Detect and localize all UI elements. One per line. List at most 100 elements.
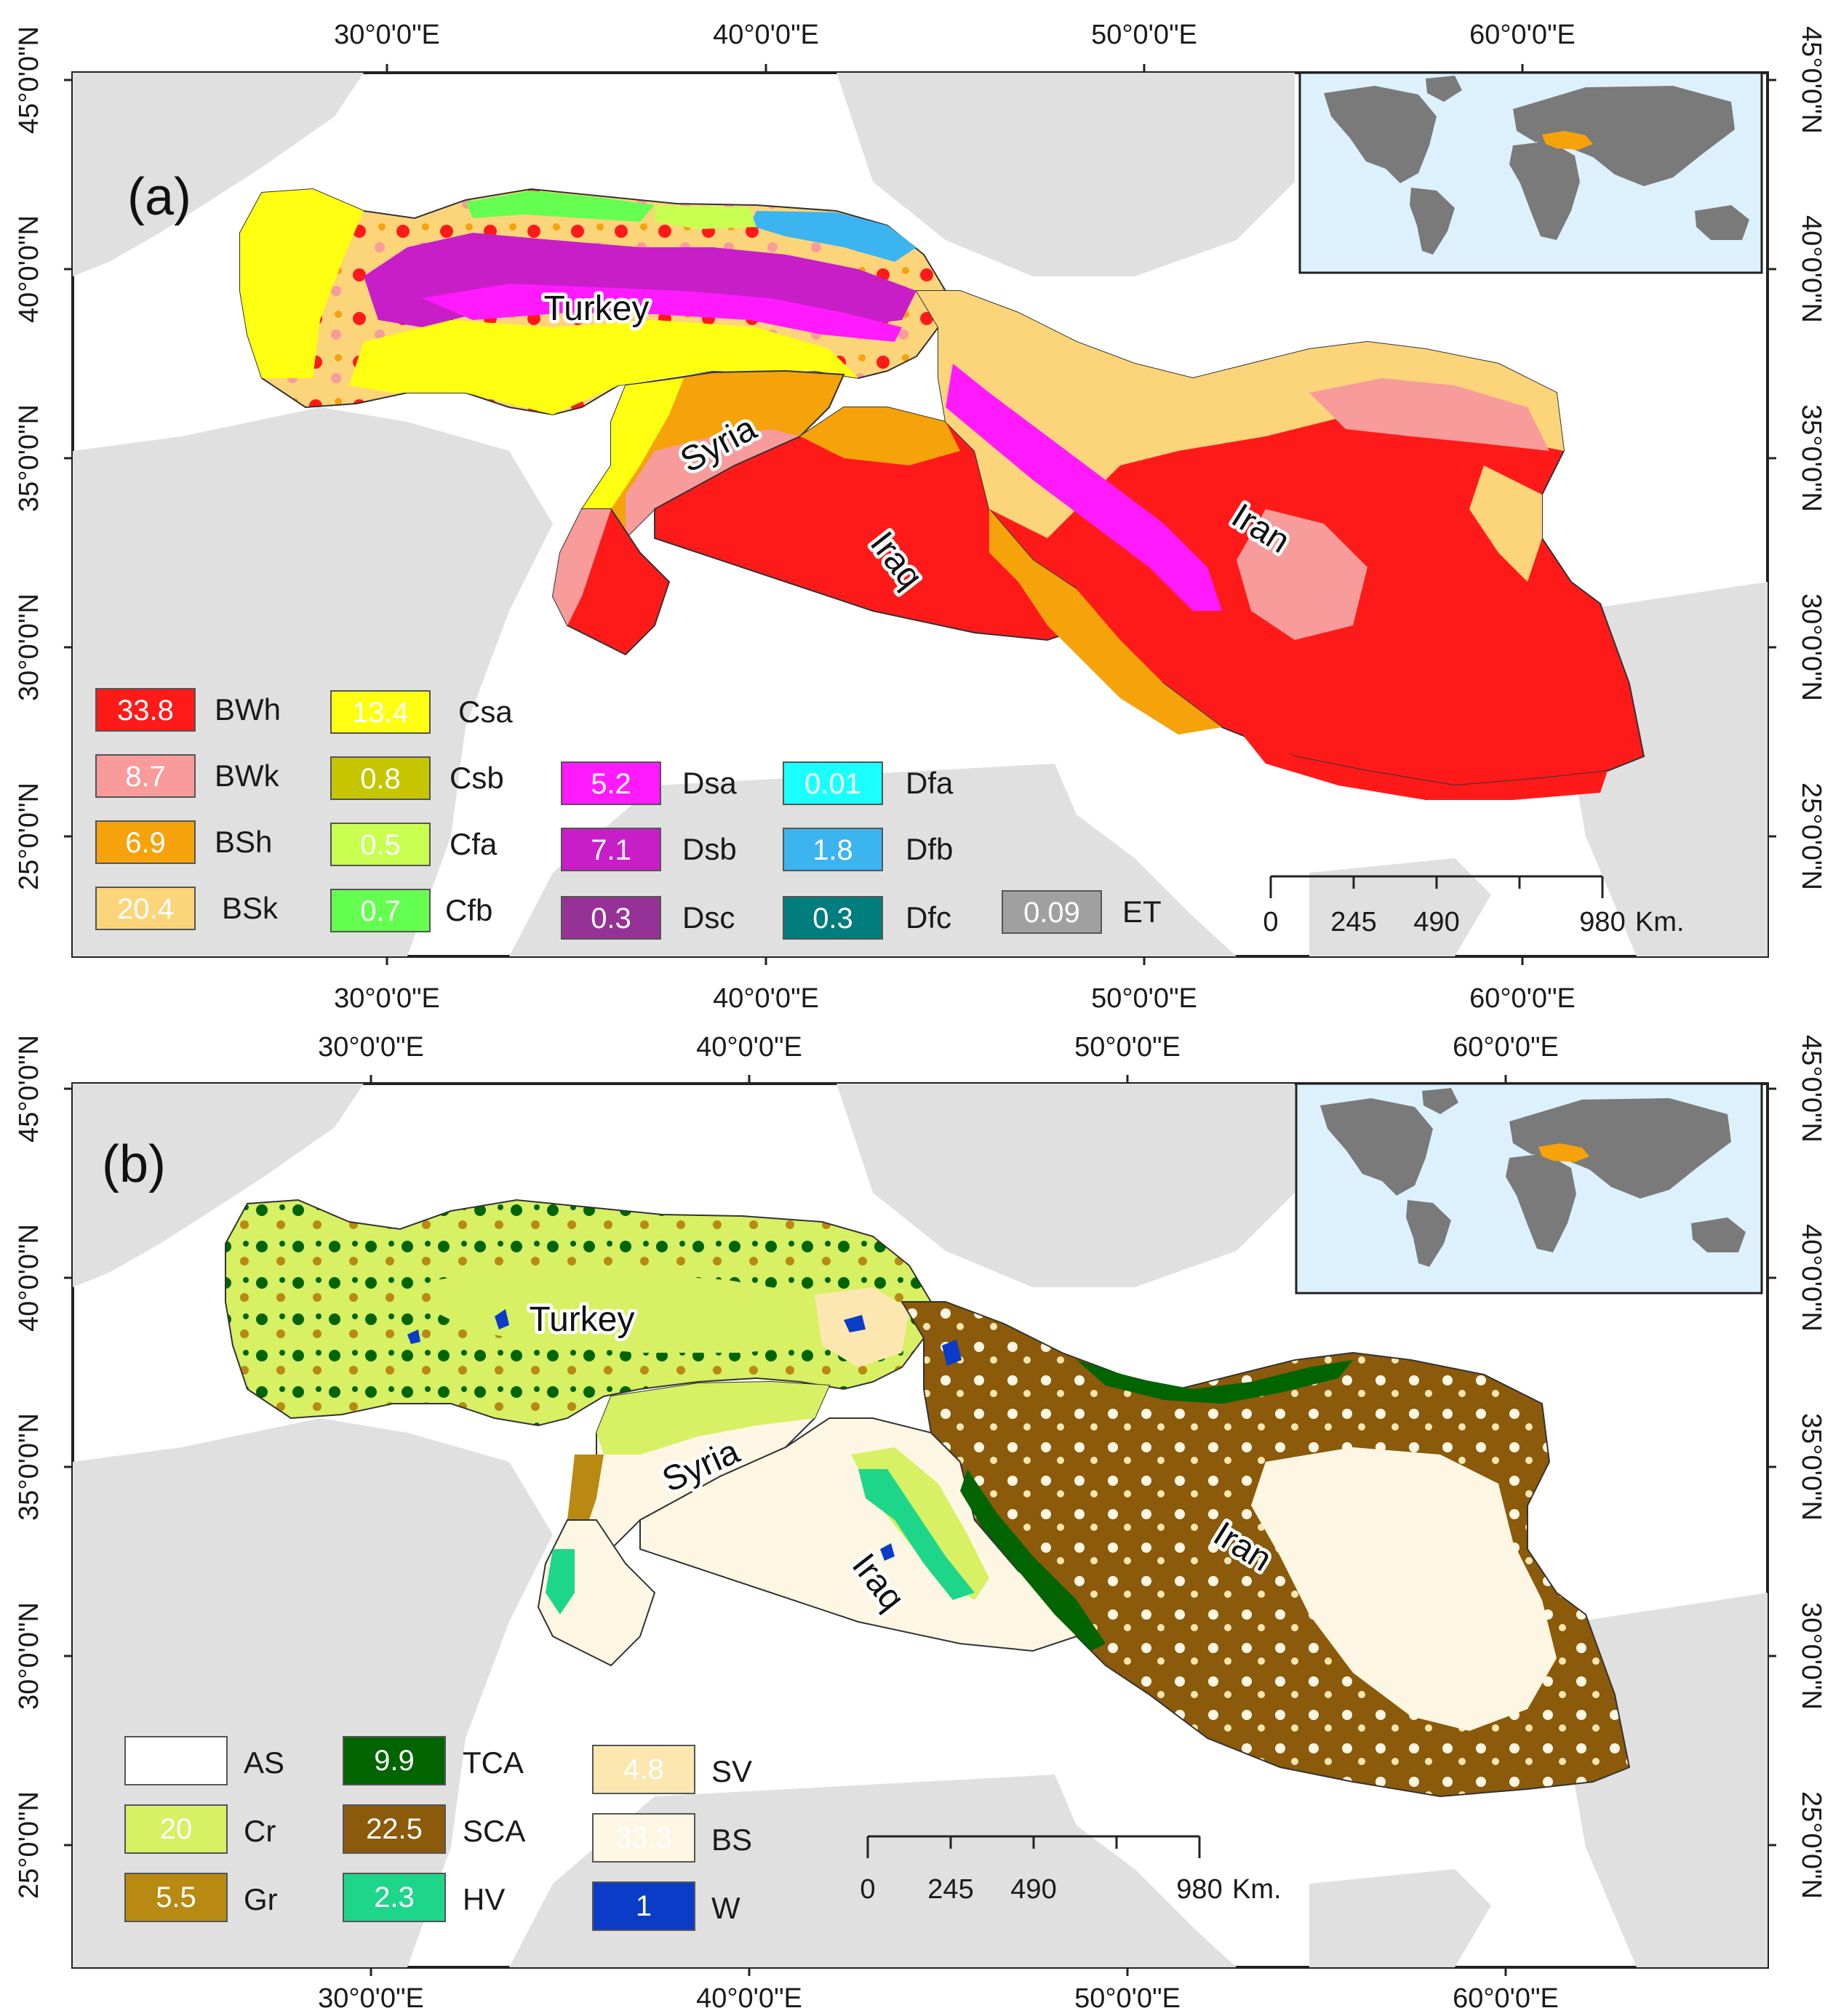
- turkey-central-csa-a: [349, 320, 858, 415]
- svg-text:4.8: 4.8: [623, 1753, 664, 1785]
- lat-right-tick-a-35n: 35°0'0"N: [1796, 404, 1826, 512]
- svg-text:0.7: 0.7: [360, 895, 401, 927]
- syria-cr-north-b: [596, 1382, 829, 1455]
- scale-tick-0-b: 0: [860, 1874, 875, 1905]
- svg-text:0.3: 0.3: [591, 903, 631, 935]
- lon-top-tick-b-60e: 60°0'0"E: [1453, 1032, 1559, 1063]
- scale-tick-980-a: 980: [1579, 907, 1625, 937]
- iran-tca-north-b: [1077, 1360, 1353, 1404]
- svg-text:Cfa: Cfa: [450, 827, 498, 861]
- svg-text:13.4: 13.4: [352, 697, 409, 729]
- syria-bwk-a: [626, 429, 800, 538]
- iran-bwk-center-a: [1237, 509, 1367, 640]
- lon-top-tick-a-50e: 50°0'0"E: [1091, 20, 1197, 50]
- panel-b: Turkey Syria Iraq Iran (b) 0.6 AS: [14, 1032, 1826, 2014]
- lon-bottom-tick-b-30e: 30°0'0"E: [318, 1983, 424, 2014]
- lon-top-tick-a-30e: 30°0'0"E: [334, 20, 440, 50]
- svg-text:20.4: 20.4: [117, 893, 174, 925]
- svg-text:TCA: TCA: [463, 1745, 524, 1780]
- svg-text:Dsc: Dsc: [682, 900, 735, 935]
- scale-tick-490-a: 490: [1413, 907, 1459, 937]
- lon-top-tick-a-60e: 60°0'0"E: [1469, 20, 1576, 50]
- legend-item-csb: 0.8 Csb: [330, 756, 504, 800]
- turkey-lake-tuz-b: [495, 1309, 509, 1329]
- panel-tag-b: (b): [102, 1135, 166, 1193]
- lat-right-tick-b-25n: 25°0'0"N: [1796, 1791, 1826, 1899]
- inset-world-map-b: [1295, 1082, 1763, 1295]
- panel-tag-a: (a): [127, 168, 191, 226]
- svg-text:33.3: 33.3: [615, 1822, 672, 1854]
- inset-study-area-a: [1542, 131, 1593, 150]
- svg-text:Cr: Cr: [244, 1814, 276, 1848]
- lat-right-tick-b-40n: 40°0'0"N: [1796, 1224, 1826, 1332]
- iran-gulf-coast-a: [1237, 727, 1608, 800]
- scale-tick-245-a: 245: [1330, 907, 1376, 937]
- legend-item-et: 0.09 ET: [1002, 890, 1162, 934]
- turkey-dsa-a: [422, 284, 902, 342]
- lat-right-tick-a-25n: 25°0'0"N: [1796, 783, 1826, 890]
- syria-west-csa-a: [582, 378, 684, 509]
- lat-right-tick-b-45n: 45°0'0"N: [1796, 1035, 1826, 1143]
- svg-text:W: W: [711, 1891, 740, 1925]
- svg-text:AS: AS: [244, 1745, 284, 1780]
- legend-item-sv: 4.8 SV: [592, 1745, 752, 1794]
- legend-b: 0.6 AS 20 Cr 5.5 Gr 9.9 TCA 22.5 SCA: [124, 1736, 752, 1931]
- turkey-cfa-a: [655, 205, 756, 229]
- svg-text:Dfa: Dfa: [906, 766, 954, 800]
- panel-a: Turkey Syria Iraq Iran (a) 33.8 BWh: [14, 20, 1826, 1014]
- turkey-lake-van-b: [844, 1315, 866, 1332]
- legend-item-w: 1 W: [592, 1881, 740, 1931]
- lat-left-tick-a-35n: 35°0'0"N: [14, 404, 44, 512]
- svg-text:Dfc: Dfc: [906, 900, 951, 935]
- turkey-interior-cr-b: [429, 1265, 858, 1353]
- lat-right-tick-a-45n: 45°0'0"N: [1796, 26, 1826, 134]
- svg-text:20: 20: [160, 1813, 193, 1845]
- scale-bar-a: [1269, 875, 1604, 898]
- lon-bottom-tick-b-50e: 50°0'0"E: [1074, 1983, 1181, 2014]
- svg-text:0.6: 0.6: [156, 1745, 196, 1777]
- legend-item-tca: 9.9 TCA: [343, 1736, 524, 1785]
- scale-tick-0-a: 0: [1263, 907, 1278, 937]
- svg-text:5.2: 5.2: [591, 768, 631, 800]
- svg-text:7.1: 7.1: [591, 834, 631, 866]
- legend-item-bwk: 8.7 BWk: [95, 754, 280, 798]
- legend-item-cfb: 0.7 Cfb: [330, 889, 492, 932]
- svg-text:22.5: 22.5: [366, 1813, 423, 1845]
- country-label-turkey-b: Turkey: [530, 1300, 635, 1339]
- svg-text:1: 1: [636, 1890, 652, 1922]
- scale-bar-b: [866, 1835, 1201, 1858]
- legend-item-bsk: 20.4 BSk: [95, 887, 279, 930]
- svg-text:6.9: 6.9: [125, 827, 166, 859]
- svg-text:Cfb: Cfb: [445, 893, 492, 927]
- legend-item-dfc: 0.3 Dfc: [783, 896, 951, 940]
- legend-item-hv: 2.3 HV: [343, 1873, 505, 1922]
- legend-item-cfa: 0.5 Cfa: [330, 823, 498, 866]
- turkey-dfb-a: [749, 211, 916, 262]
- frame-ticks-a: [64, 64, 1776, 965]
- svg-text:Dsb: Dsb: [682, 832, 737, 866]
- inset-continents-b: [1320, 1088, 1746, 1267]
- svg-text:33.8: 33.8: [117, 695, 174, 727]
- scale-tick-980-b: 980: [1176, 1874, 1222, 1905]
- svg-text:Dfb: Dfb: [906, 832, 953, 866]
- svg-text:SCA: SCA: [463, 1814, 525, 1848]
- lat-right-tick-a-30n: 30°0'0"N: [1796, 593, 1826, 701]
- lon-bottom-tick-b-60e: 60°0'0"E: [1453, 1983, 1559, 2014]
- iran-interior-bs-b: [1251, 1447, 1557, 1731]
- turkey-west-yellow-a: [240, 189, 364, 378]
- iran-dsa-band-a: [946, 364, 1222, 611]
- lon-bottom-tick-a-40e: 40°0'0"E: [713, 983, 819, 1014]
- svg-text:Csb: Csb: [450, 761, 504, 795]
- lon-bottom-tick-a-30e: 30°0'0"E: [334, 983, 440, 1014]
- lon-bottom-tick-a-60e: 60°0'0"E: [1469, 983, 1576, 1014]
- legend-item-gr: 5.5 Gr: [124, 1873, 278, 1922]
- levant-west-a: [553, 509, 611, 625]
- legend-item-dsa: 5.2 Dsa: [561, 761, 737, 805]
- svg-text:BWh: BWh: [215, 692, 281, 727]
- svg-text:BSh: BSh: [215, 825, 272, 859]
- lon-top-tick-b-30e: 30°0'0"E: [318, 1032, 424, 1063]
- lat-left-tick-a-25n: 25°0'0"N: [14, 783, 44, 890]
- svg-text:0.8: 0.8: [360, 763, 401, 795]
- scale-tick-245-b: 245: [927, 1874, 973, 1905]
- svg-text:9.9: 9.9: [374, 1745, 415, 1777]
